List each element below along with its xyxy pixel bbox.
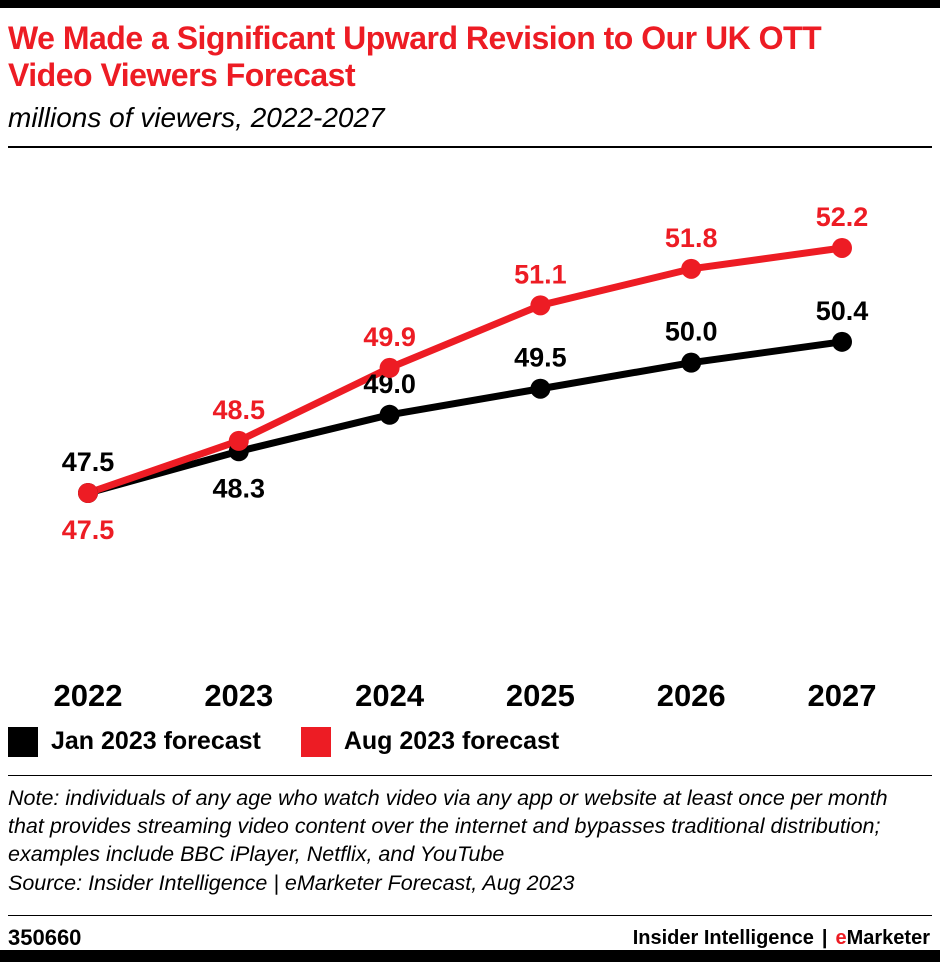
data-point	[228, 430, 249, 451]
chart-title: We Made a Significant Upward Revision to…	[8, 20, 822, 93]
header-divider	[8, 145, 932, 148]
chart-id: 350660	[8, 925, 82, 951]
x-axis-label: 2022	[54, 678, 123, 713]
footer: 350660 Insider Intelligence | eMarketer	[0, 916, 940, 954]
data-label: 50.4	[816, 295, 869, 325]
data-label: 51.1	[514, 259, 567, 289]
chart-legend: Jan 2023 forecast Aug 2023 forecast	[0, 723, 940, 763]
data-point	[78, 482, 98, 503]
data-label: 52.2	[816, 202, 869, 232]
data-point	[379, 404, 400, 425]
data-point	[530, 294, 551, 315]
brand: Insider Intelligence | eMarketer	[633, 927, 930, 950]
brand-product-e: e	[835, 926, 847, 949]
legend-item-aug-2023-forecast: Aug 2023 forecast	[300, 726, 560, 757]
legend-swatch-black	[8, 726, 38, 757]
brand-product-rest: Marketer	[846, 926, 930, 949]
data-point	[832, 331, 852, 352]
notes-block: Note: individuals of any age who watch v…	[0, 776, 940, 904]
data-point	[681, 352, 702, 373]
bottom-bar	[0, 950, 940, 962]
x-axis-label: 2024	[355, 678, 425, 713]
footer-divider	[8, 915, 932, 917]
data-label: 51.8	[665, 222, 718, 252]
legend-swatch-red	[300, 726, 331, 757]
brand-name: Insider Intelligence	[632, 926, 814, 949]
data-point	[832, 237, 852, 258]
top-bar	[0, 0, 940, 8]
series-line-1	[84, 244, 846, 497]
line-chart: 47.548.349.049.550.050.447.548.549.951.1…	[54, 202, 877, 713]
note-text: Note: individuals of any age who watch v…	[8, 785, 888, 867]
data-label: 48.3	[213, 473, 266, 503]
data-point	[379, 357, 400, 378]
chart-subtitle: millions of viewers, 2022-2027	[8, 101, 385, 133]
notes-divider	[8, 774, 932, 776]
data-label: 50.0	[665, 316, 718, 346]
data-point	[681, 258, 702, 279]
data-label: 49.5	[514, 342, 567, 372]
x-axis-label: 2025	[506, 678, 575, 713]
data-label: 48.5	[213, 394, 266, 424]
brand-divider: |	[821, 926, 828, 949]
data-point	[530, 378, 551, 399]
data-label: 49.9	[363, 321, 416, 351]
chart-header: We Made a Significant Upward Revision to…	[0, 8, 940, 134]
brand-product: eMarketer	[835, 927, 930, 950]
source-text: Source: Insider Intelligence | eMarketer…	[8, 870, 575, 895]
x-axis-label: 2026	[657, 678, 726, 713]
series-line-0	[84, 337, 846, 497]
data-label: 47.5	[62, 447, 115, 477]
data-label: 47.5	[62, 515, 115, 545]
x-axis-label: 2023	[204, 678, 273, 713]
x-axis-label: 2027	[808, 678, 877, 713]
legend-item-jan-2023-forecast: Jan 2023 forecast	[8, 726, 261, 757]
chart-area: 47.5 48.3 49.0 49.5 50.0 50.4 47.5 48.5 49.9 51.1…	[0, 148, 940, 723]
legend-label: Jan 2023 forecast	[51, 727, 261, 756]
legend-label: Aug 2023 forecast	[343, 727, 560, 756]
